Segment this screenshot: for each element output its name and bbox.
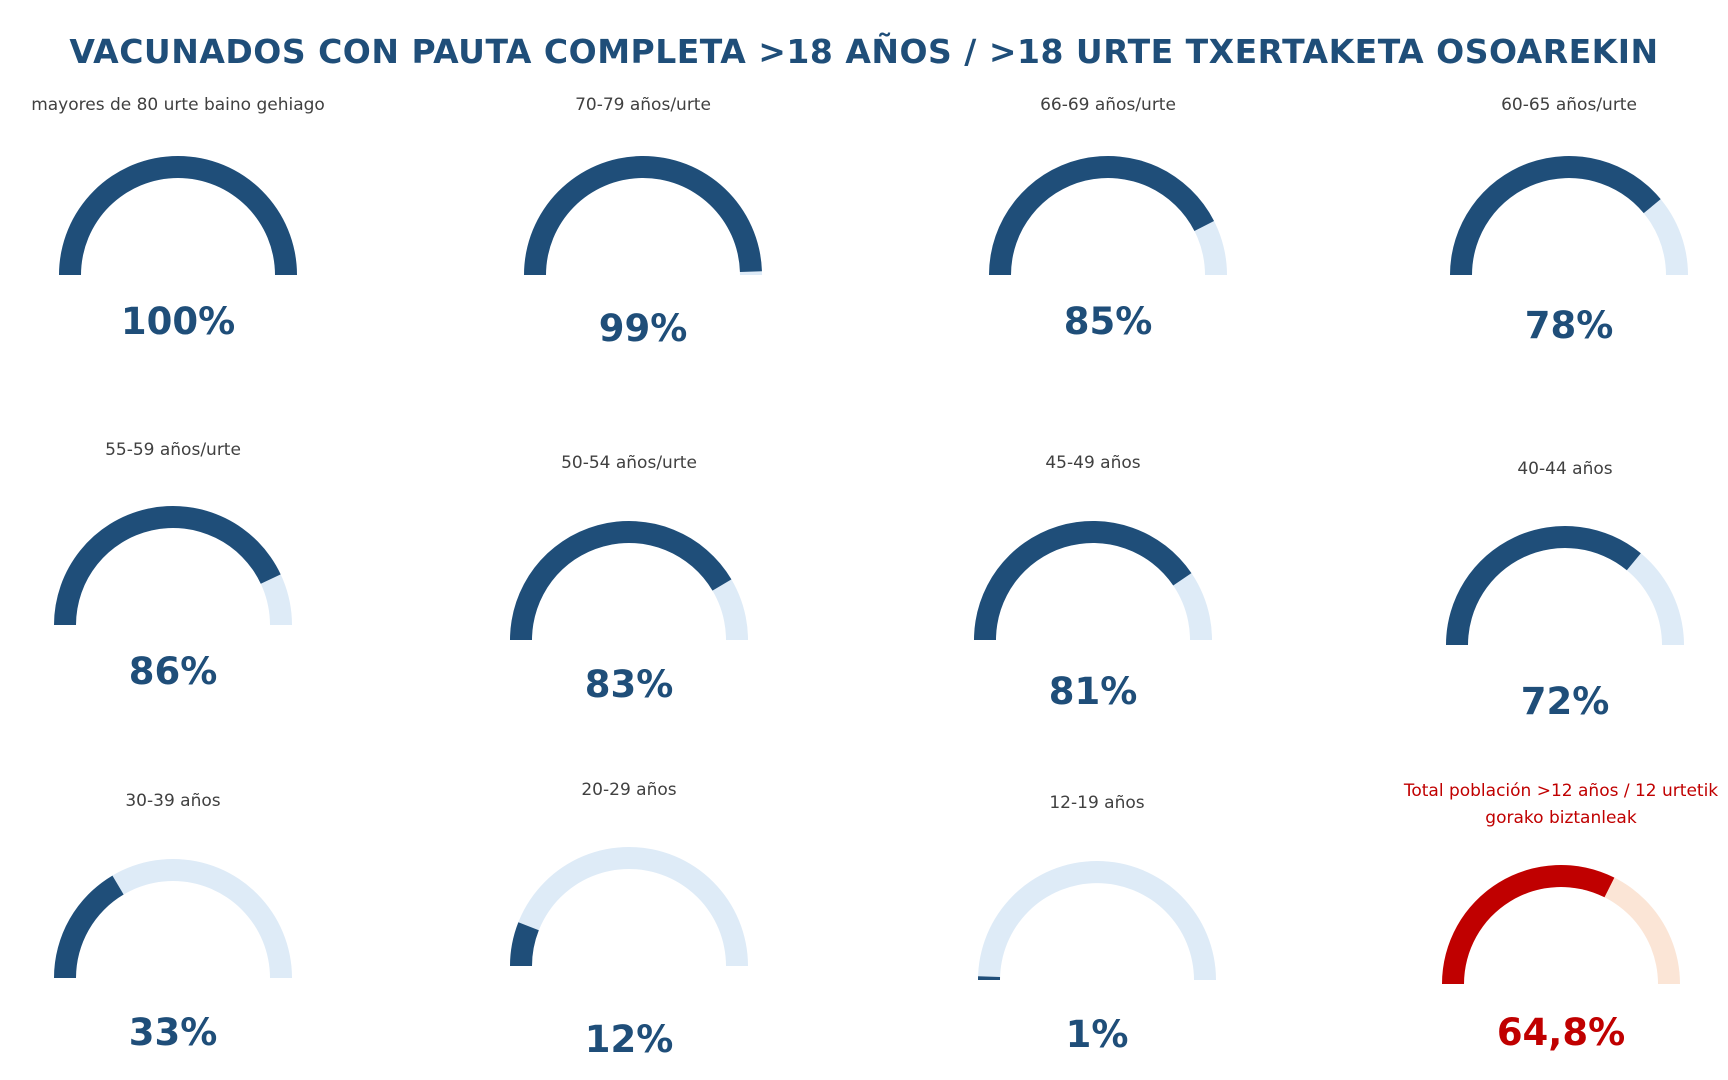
gauge-label: 45-49 años <box>1045 453 1140 473</box>
gauge-label: gorako biztanleak <box>1485 808 1637 828</box>
gauge-value-arc <box>524 156 762 275</box>
gauge-value-arc <box>54 875 124 978</box>
page-title: VACUNADOS CON PAUTA COMPLETA >18 AÑOS / … <box>69 32 1659 71</box>
gauge-track <box>510 847 748 966</box>
gauge-value: 85% <box>1064 300 1153 343</box>
gauge-value: 33% <box>129 1011 218 1054</box>
gauge-value: 99% <box>599 307 688 350</box>
gauge-value-arc <box>510 520 732 640</box>
gauge-value-arc <box>1442 865 1615 984</box>
gauge-8: 40-44 años 72% <box>1446 459 1684 723</box>
gauge-value-arc <box>978 976 1001 980</box>
gauge-label: 55-59 años/urte <box>105 440 241 460</box>
gauge-label: 60-65 años/urte <box>1501 95 1637 115</box>
gauge-12: Total población >12 años / 12 urtetik gor… <box>1403 781 1718 1054</box>
gauge-value: 72% <box>1521 680 1610 723</box>
gauge-value-arc <box>59 156 297 275</box>
gauge-9: 30-39 años 33% <box>54 791 292 1054</box>
gauge-value-arc <box>510 922 539 966</box>
gauge-track <box>978 861 1216 980</box>
gauge-value: 100% <box>121 300 235 343</box>
gauge-value: 12% <box>585 1018 674 1061</box>
gauge-3: 66-69 años/urte 85% <box>989 95 1227 343</box>
gauge-value-arc <box>989 155 1215 275</box>
gauge-11: 12-19 años 1% <box>978 793 1216 1056</box>
gauge-value-arc <box>1446 525 1641 645</box>
gauge-1: mayores de 80 urte baino gehiago 100% <box>31 95 325 343</box>
gauge-label: 12-19 años <box>1049 793 1144 813</box>
gauge-value-arc <box>974 521 1192 640</box>
gauge-7: 45-49 años 81% <box>974 453 1212 713</box>
gauge-value: 83% <box>585 663 674 706</box>
gauge-2: 70-79 años/urte 99% <box>524 95 762 350</box>
gauge-label: 70-79 años/urte <box>575 95 711 115</box>
gauge-value-arc <box>1450 155 1661 275</box>
gauge-value: 81% <box>1049 670 1138 713</box>
gauge-label: mayores de 80 urte baino gehiago <box>31 95 325 115</box>
gauge-value: 78% <box>1525 304 1614 347</box>
gauge-value: 86% <box>129 650 218 693</box>
gauge-label: Total población >12 años / 12 urtetik <box>1403 781 1718 801</box>
gauge-label: 30-39 años <box>125 791 220 811</box>
gauge-4: 60-65 años/urte 78% <box>1450 95 1688 347</box>
gauge-10: 20-29 años 12% <box>510 780 748 1061</box>
gauge-6: 50-54 años/urte 83% <box>510 453 748 706</box>
gauge-label: 20-29 años <box>581 780 676 800</box>
gauge-value: 1% <box>1066 1013 1129 1056</box>
gauge-value-arc <box>54 506 281 625</box>
gauge-label: 66-69 años/urte <box>1040 95 1176 115</box>
gauge-label: 50-54 años/urte <box>561 453 697 473</box>
gauge-label: 40-44 años <box>1517 459 1612 479</box>
gauge-5: 55-59 años/urte 86% <box>54 440 292 693</box>
gauge-value: 64,8% <box>1497 1011 1625 1054</box>
